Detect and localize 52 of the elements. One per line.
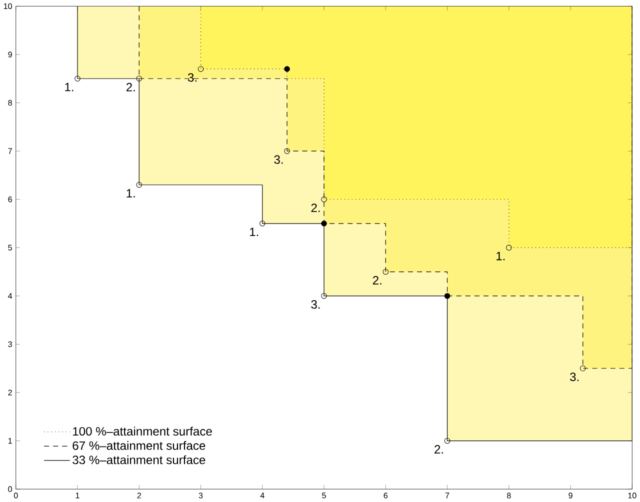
point	[198, 66, 204, 72]
annotation: 2.	[126, 82, 135, 92]
x-tick-label: 6	[384, 492, 388, 499]
point	[444, 293, 450, 299]
point	[74, 76, 80, 82]
y-tick-label: 9	[8, 52, 12, 58]
point	[284, 148, 290, 154]
point	[506, 244, 512, 251]
y-tick-label: 4	[8, 293, 12, 299]
x-tick-label: 8	[507, 492, 511, 499]
x-tick-label: 0	[14, 492, 18, 499]
annotation: 2.	[311, 204, 320, 212]
y-tick-label: 5	[8, 244, 12, 251]
annotation: 2.	[434, 445, 443, 454]
point	[580, 366, 586, 372]
legend-label: 100 %–attainment surface	[73, 426, 212, 436]
point	[284, 66, 290, 72]
annotation: 1.	[126, 189, 135, 198]
point	[260, 220, 266, 227]
y-tick-label: 3	[8, 342, 12, 348]
y-tick-label: 6	[8, 196, 12, 202]
annotation: 3.	[188, 73, 196, 82]
point	[321, 196, 327, 202]
point	[444, 438, 450, 444]
y-tick-label: 10	[4, 3, 12, 10]
point	[136, 76, 142, 82]
x-tick-label: 3	[198, 492, 203, 499]
x-tick-label: 4	[260, 492, 264, 498]
y-tick-label: 1	[8, 438, 12, 444]
annotation: 1.	[250, 228, 258, 236]
x-tick-label: 9	[568, 492, 572, 499]
annotation: 3.	[570, 372, 579, 382]
legend-label: 33 %–attainment surface	[72, 455, 206, 464]
annotation: 3.	[311, 300, 320, 309]
x-tick-label: 5	[322, 492, 326, 498]
y-tick-label: 7	[8, 148, 12, 154]
annotation: 3.	[274, 155, 283, 164]
annotation: 1.	[496, 252, 505, 260]
annotation: 2.	[372, 276, 382, 285]
point	[321, 293, 327, 299]
point	[136, 182, 142, 188]
y-tick-label: 2	[8, 390, 12, 396]
point	[382, 269, 389, 275]
y-tick-label: 8	[8, 100, 12, 106]
point	[321, 220, 327, 227]
annotation: 1.	[65, 82, 74, 92]
x-tick-label: 2	[137, 492, 141, 498]
x-tick-label: 10	[628, 492, 636, 499]
x-tick-label: 7	[445, 492, 450, 498]
x-tick-label: 1	[76, 492, 80, 498]
legend-label: 67 %–attainment surface	[72, 441, 206, 450]
y-tick-label: 0	[8, 486, 12, 492]
